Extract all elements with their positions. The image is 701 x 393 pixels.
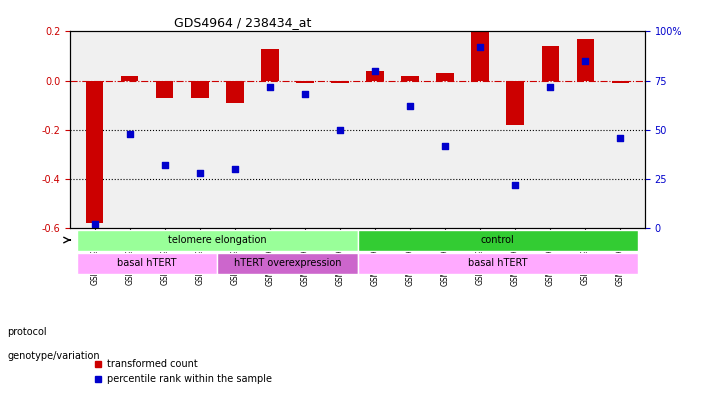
Text: telomere elongation: telomere elongation xyxy=(168,235,266,245)
Point xyxy=(404,103,416,109)
Text: genotype/variation: genotype/variation xyxy=(7,351,100,361)
Point xyxy=(89,221,100,228)
Point xyxy=(369,68,381,74)
FancyBboxPatch shape xyxy=(77,230,358,251)
Text: protocol: protocol xyxy=(7,327,47,337)
FancyBboxPatch shape xyxy=(77,253,217,274)
Point xyxy=(299,91,311,97)
Bar xyxy=(297,81,314,83)
Bar xyxy=(86,81,104,223)
Bar xyxy=(332,81,349,83)
Point xyxy=(510,182,521,188)
Point xyxy=(229,166,240,173)
Bar xyxy=(402,76,419,81)
Point xyxy=(615,135,626,141)
Point xyxy=(475,44,486,50)
FancyBboxPatch shape xyxy=(358,230,638,251)
Text: basal hTERT: basal hTERT xyxy=(118,259,177,268)
Bar xyxy=(367,71,384,81)
Point xyxy=(194,170,205,176)
Point xyxy=(159,162,170,169)
Bar xyxy=(507,81,524,125)
Bar xyxy=(577,39,594,81)
Point xyxy=(264,83,275,90)
Bar xyxy=(261,49,279,81)
Bar xyxy=(542,46,559,81)
Text: hTERT overexpression: hTERT overexpression xyxy=(233,259,341,268)
FancyBboxPatch shape xyxy=(358,253,638,274)
Bar xyxy=(191,81,209,98)
Legend: transformed count, percentile rank within the sample: transformed count, percentile rank withi… xyxy=(89,356,276,388)
Text: GDS4964 / 238434_at: GDS4964 / 238434_at xyxy=(174,16,311,29)
Bar xyxy=(226,81,244,103)
Bar xyxy=(436,73,454,81)
Text: basal hTERT: basal hTERT xyxy=(468,259,527,268)
Point xyxy=(334,127,346,133)
Text: control: control xyxy=(481,235,515,245)
Bar xyxy=(471,31,489,81)
Point xyxy=(124,131,135,137)
Bar xyxy=(121,76,139,81)
Point xyxy=(580,58,591,64)
Bar xyxy=(612,81,629,83)
Bar xyxy=(156,81,174,98)
FancyBboxPatch shape xyxy=(217,253,358,274)
Point xyxy=(440,143,451,149)
Point xyxy=(545,83,556,90)
